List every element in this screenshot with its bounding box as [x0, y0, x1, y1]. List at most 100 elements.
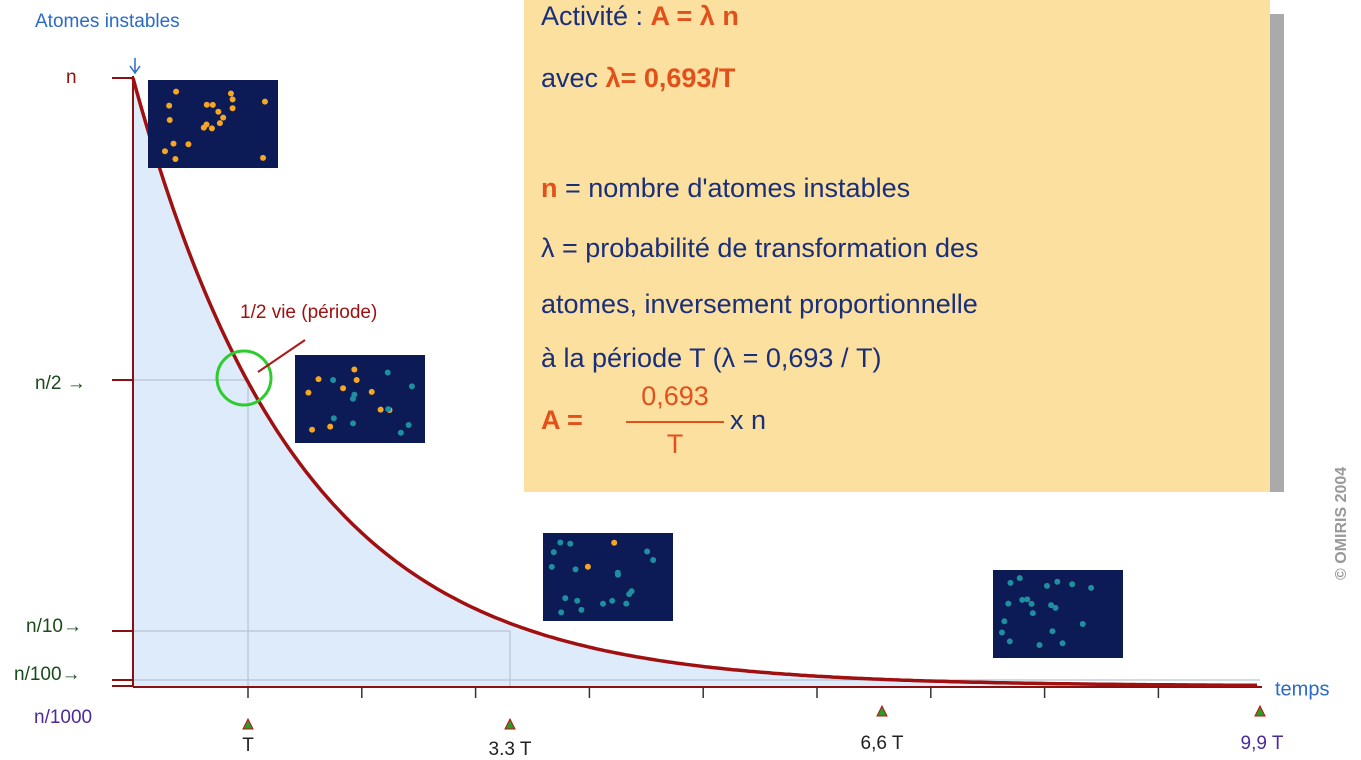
atom [1005, 600, 1012, 607]
denominator: T [667, 429, 684, 459]
annotation-arrow [257, 339, 306, 373]
atom [572, 566, 579, 573]
symbol: n [541, 173, 558, 203]
atom [557, 539, 564, 546]
atom [305, 389, 312, 396]
box-line: atomes, inversement proportionnelle [541, 289, 978, 319]
formula: λ= 0,693/T [606, 63, 736, 93]
box-line: Activité : A = λ n [541, 1, 739, 31]
y-label: n [66, 67, 77, 88]
atom-boxes [148, 80, 1123, 658]
atom [548, 563, 555, 570]
atom [611, 539, 618, 546]
atom [550, 549, 557, 556]
atom [330, 377, 337, 384]
x-label: 6,6 T [861, 733, 904, 754]
atom [203, 101, 210, 108]
atom [173, 88, 180, 95]
atom [185, 141, 192, 148]
text: Activité : [541, 1, 651, 31]
numerator: 0,693 [641, 381, 709, 411]
box-line: à la période T (λ = 0,693 / T) [541, 343, 881, 373]
atom [408, 383, 415, 390]
copyright: © OMIRIS 2004 [1333, 467, 1350, 580]
atom [1001, 618, 1008, 625]
y-label: n/10→ [26, 616, 82, 637]
box-line: λ = probabilité de transformation des [541, 233, 979, 263]
atom [578, 606, 585, 613]
atom-box [148, 80, 278, 168]
atom [1029, 610, 1036, 617]
box-line: n = nombre d'atomes instables [541, 173, 910, 203]
atom [1019, 596, 1026, 603]
atom [351, 366, 358, 373]
atom [1049, 628, 1056, 635]
text: avec [541, 63, 606, 93]
atom [1054, 578, 1061, 585]
atom [1079, 621, 1086, 628]
atom [350, 420, 357, 427]
formula: A = λ n [651, 1, 739, 31]
atom [229, 96, 236, 103]
atom [1043, 582, 1050, 589]
text: = nombre d'atomes instables [558, 173, 911, 203]
atom [609, 597, 616, 604]
atom-box [295, 355, 425, 443]
atom [309, 426, 316, 433]
atom [628, 588, 635, 595]
atom [330, 415, 337, 422]
decay-curve [131, 77, 1257, 688]
y-label: n/1000 [34, 707, 92, 728]
axes [112, 76, 1262, 688]
atom [216, 120, 223, 127]
atom [574, 597, 581, 604]
atom [1052, 604, 1059, 611]
atom [1069, 581, 1076, 588]
atom [1048, 602, 1055, 609]
atom [1036, 641, 1043, 648]
half-life-marker [215, 349, 273, 407]
atom [1059, 640, 1066, 647]
atom [200, 124, 207, 131]
info-box [524, 0, 1270, 492]
atom [220, 114, 227, 121]
atom [229, 105, 236, 112]
atom [209, 101, 216, 108]
x-label: 3.3 T [489, 739, 532, 760]
atom [208, 125, 215, 132]
atom [315, 376, 322, 383]
atom [644, 548, 651, 555]
guide-lines [133, 379, 1260, 686]
title: Atomes instables [35, 11, 180, 32]
atom [562, 595, 569, 602]
atom [623, 600, 630, 607]
box-line: avec λ= 0,693/T [541, 63, 736, 93]
atom [1088, 584, 1095, 591]
atom [1016, 575, 1023, 582]
atom [353, 376, 360, 383]
atom [172, 155, 179, 162]
atom [1007, 579, 1014, 586]
atom [340, 385, 347, 392]
atom [405, 421, 412, 428]
atom [377, 406, 384, 413]
atom [215, 108, 222, 115]
x-label: T [242, 735, 254, 756]
atom [567, 540, 574, 547]
atom [166, 116, 173, 123]
x-markers [242, 704, 1266, 730]
atom-box [543, 533, 673, 621]
arrow [129, 58, 141, 75]
x-ticks [247, 687, 1160, 698]
atom [368, 388, 375, 395]
atom [1028, 600, 1035, 607]
atom [166, 102, 173, 109]
x-label: 9,9 T [1241, 733, 1284, 754]
atom [260, 154, 267, 161]
atom [1024, 596, 1031, 603]
atom [351, 391, 358, 398]
atom [600, 600, 607, 607]
annotation: 1/2 vie (période) [240, 302, 377, 323]
